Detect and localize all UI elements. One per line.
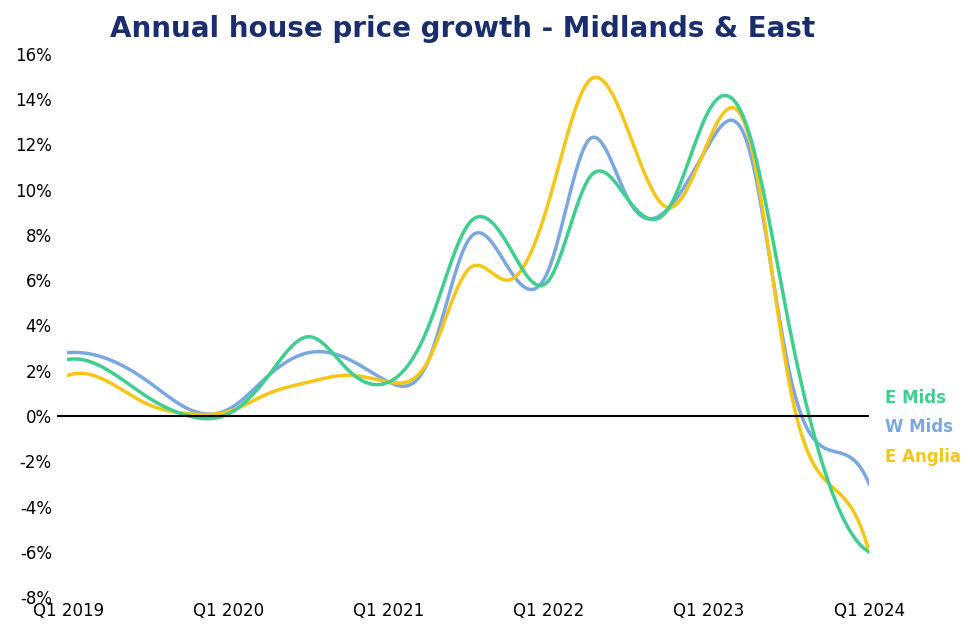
Text: E Mids: E Mids xyxy=(885,389,946,407)
Text: W Mids: W Mids xyxy=(885,418,954,436)
Text: E Anglia: E Anglia xyxy=(885,448,961,465)
Title: Annual house price growth - Midlands & East: Annual house price growth - Midlands & E… xyxy=(110,15,815,43)
